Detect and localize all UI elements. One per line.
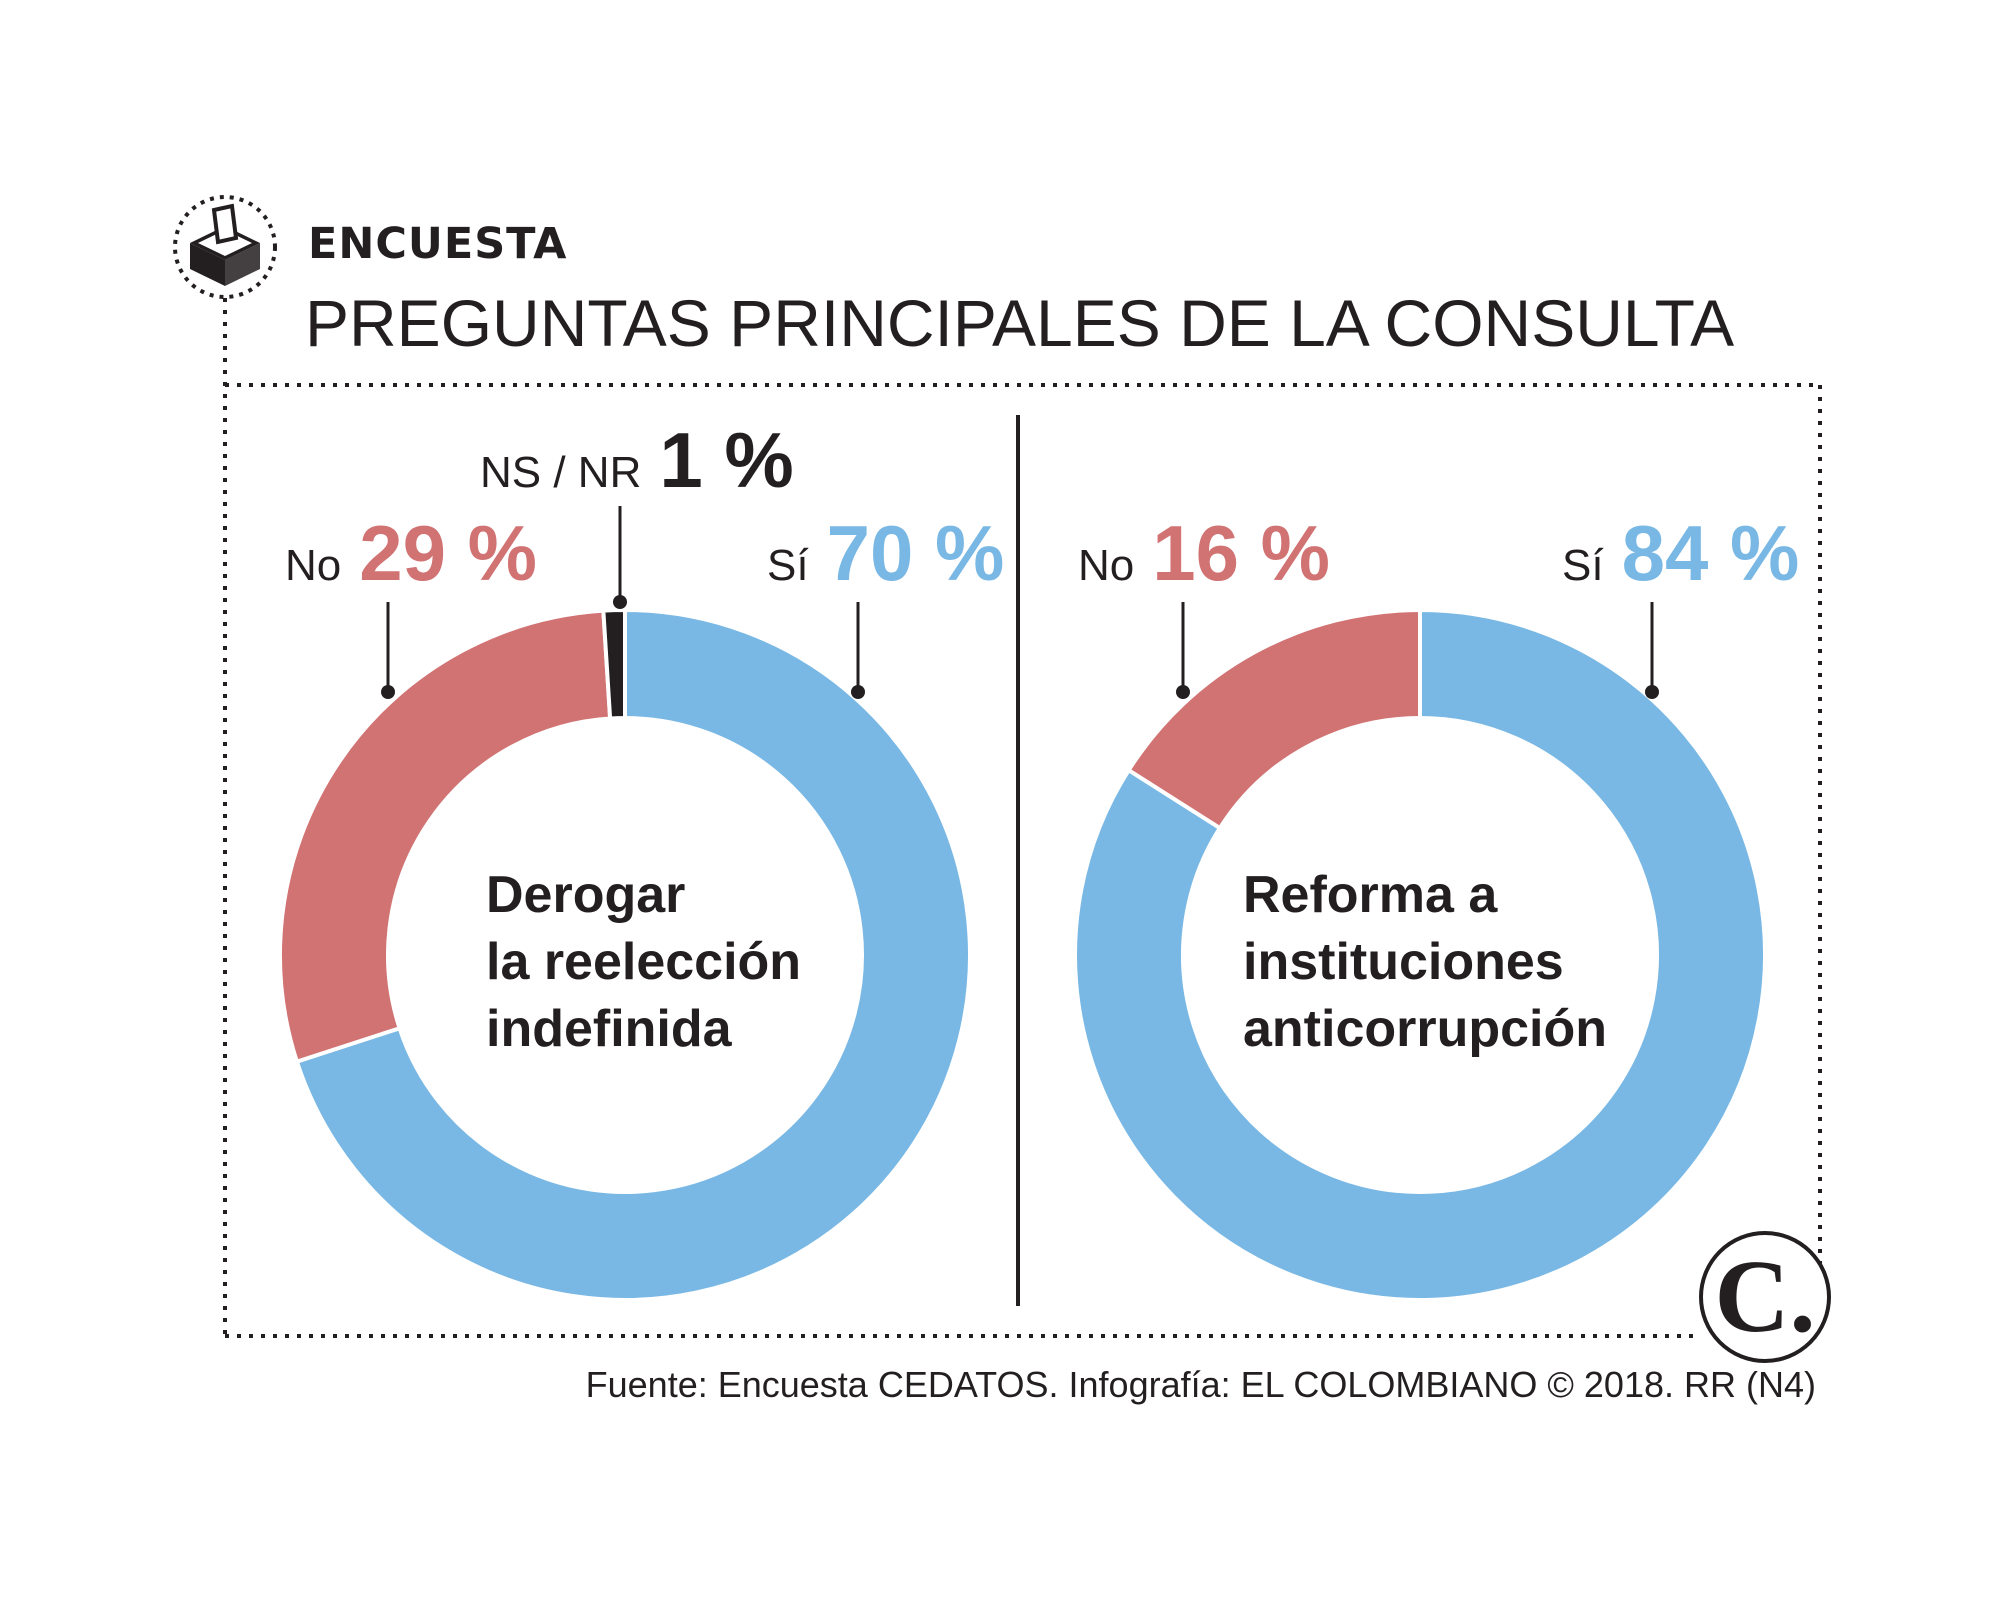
- slice-no: [1125, 607, 1422, 831]
- label-value: 84 %: [1622, 509, 1800, 597]
- label-text: No: [285, 541, 341, 590]
- label-no: No 29 %: [285, 509, 537, 597]
- ballot-box-icon: [173, 195, 277, 299]
- source-credit: Fuente: Encuesta CEDATOS. Infografía: EL…: [586, 1364, 1816, 1405]
- donut-chart-reeleccion: Derogar la reelección indefinida No 29 % …: [278, 416, 1004, 1302]
- center-line: la reelección: [486, 933, 801, 991]
- callout-no: No 16 %: [1078, 509, 1330, 699]
- label-text: Sí: [1562, 541, 1604, 590]
- dotted-frame: [223, 298, 1822, 1338]
- slice-no: [278, 608, 613, 1065]
- label-value: 16 %: [1152, 509, 1330, 597]
- callout-no: No 29 %: [285, 509, 537, 699]
- label-text: No: [1078, 541, 1134, 590]
- logo-letter: C.: [1714, 1239, 1815, 1354]
- label-value: 70 %: [827, 509, 1005, 597]
- donut-center-label: Derogar la reelección indefinida: [486, 866, 801, 1058]
- callout-yes: Sí 84 %: [1562, 509, 1799, 699]
- label-yes: Sí 70 %: [767, 509, 1004, 597]
- leader-dot: [1645, 685, 1659, 699]
- section-kicker: ENCUESTA: [308, 219, 567, 269]
- slice-nsnr: [601, 607, 627, 721]
- slice-yes: [1073, 607, 1767, 1302]
- leader-dot: [1176, 685, 1190, 699]
- label-no: No 16 %: [1078, 509, 1330, 597]
- callout-yes: Sí 70 %: [767, 509, 1004, 699]
- donut-chart-anticorrupcion: Reforma a instituciones anticorrupción N…: [1073, 509, 1799, 1302]
- label-nsnr: NS / NR 1 %: [480, 416, 794, 504]
- callout-nsnr: NS / NR 1 %: [480, 416, 794, 609]
- leader-dot: [851, 685, 865, 699]
- center-line: Reforma a: [1243, 866, 1498, 924]
- label-value: 29 %: [359, 509, 537, 597]
- center-line: instituciones: [1243, 933, 1564, 991]
- label-text: NS / NR: [480, 448, 641, 497]
- center-line: anticorrupción: [1243, 1000, 1607, 1058]
- leader-dot: [381, 685, 395, 699]
- donut-center-label: Reforma a instituciones anticorrupción: [1243, 866, 1607, 1058]
- label-yes: Sí 84 %: [1562, 509, 1799, 597]
- label-text: Sí: [767, 541, 809, 590]
- slice-yes: [294, 607, 972, 1302]
- center-line: Derogar: [486, 866, 685, 924]
- leader-dot: [613, 595, 627, 609]
- el-colombiano-logo: C.: [1699, 1231, 1831, 1363]
- label-value: 1 %: [659, 416, 793, 504]
- page-title: PREGUNTAS PRINCIPALES DE LA CONSULTA: [305, 286, 1734, 360]
- center-line: indefinida: [486, 1000, 733, 1058]
